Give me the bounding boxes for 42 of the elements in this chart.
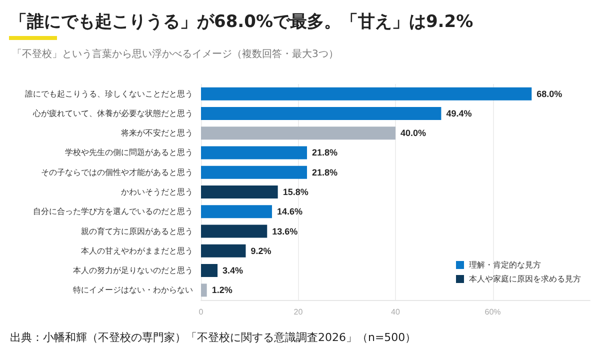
y-tick-label: 特にイメージはない・わからない bbox=[73, 286, 193, 295]
x-tick-label: 40 bbox=[391, 308, 400, 316]
x-tick-label: 20 bbox=[294, 308, 304, 316]
x-tick-label: 0 bbox=[198, 308, 204, 316]
data-label: 21.8% bbox=[312, 167, 338, 178]
data-label: 3.4% bbox=[222, 266, 244, 276]
chart-title: 「誰にでも起こりうる」が68.0%で最多。「甘え」は9.2% bbox=[10, 11, 474, 33]
data-label: 40.0% bbox=[400, 128, 426, 138]
bar bbox=[201, 186, 278, 198]
data-label: 14.6% bbox=[276, 206, 303, 217]
bar bbox=[201, 146, 308, 160]
data-label: 1.2% bbox=[212, 285, 232, 296]
data-label: 21.8% bbox=[312, 148, 338, 158]
y-tick-label: 親の育て方に原因があると思う bbox=[81, 226, 193, 236]
legend-label: 本人や家庭に原因を求める見方 bbox=[469, 274, 581, 284]
y-tick-label: その子ならではの個性や才能があると思う bbox=[41, 168, 193, 177]
y-tick-label: 心が疲れていて、休養が必要な状態だと思う bbox=[32, 108, 193, 118]
bar bbox=[201, 205, 272, 218]
data-label: 68.0% bbox=[536, 88, 562, 99]
y-tick-label: 本人の甘えやわがままだと思う bbox=[81, 246, 193, 256]
y-tick-label: 誰にでも起こりうる、珍しくないことだと思う bbox=[25, 89, 193, 98]
y-tick-label: 学校や先生の側に問題があると思う bbox=[65, 148, 193, 158]
bar bbox=[201, 224, 268, 238]
bar bbox=[201, 166, 308, 179]
bar bbox=[201, 126, 396, 140]
data-label: 15.8% bbox=[282, 187, 308, 197]
y-tick-label: 自分に合った学び方を選んでいるのだと思う bbox=[33, 207, 193, 216]
data-label: 49.4% bbox=[446, 108, 472, 118]
bar bbox=[201, 284, 207, 297]
bar bbox=[201, 87, 532, 100]
data-label: 9.2% bbox=[250, 246, 272, 256]
legend-label: 理解・肯定的な見方 bbox=[469, 260, 541, 270]
data-label: 13.6% bbox=[272, 226, 298, 236]
y-tick-label: 本人の努力が足りないのだと思う bbox=[73, 266, 193, 276]
source-note: 出典：小幡和輝（不登校の専門家）「不登校に関する意識調査2026」（n=500） bbox=[10, 330, 416, 345]
y-tick-label: 将来が不安だと思う bbox=[120, 128, 193, 138]
chart-subtitle: 「不登校」という言葉から思い浮かべるイメージ（複数回答・最大3つ） bbox=[12, 48, 338, 61]
y-tick-label: かわいそうだと思う bbox=[121, 188, 193, 196]
x-tick-label: 60% bbox=[484, 308, 501, 316]
bar bbox=[201, 264, 218, 278]
bar bbox=[201, 244, 246, 258]
bar bbox=[201, 106, 442, 120]
